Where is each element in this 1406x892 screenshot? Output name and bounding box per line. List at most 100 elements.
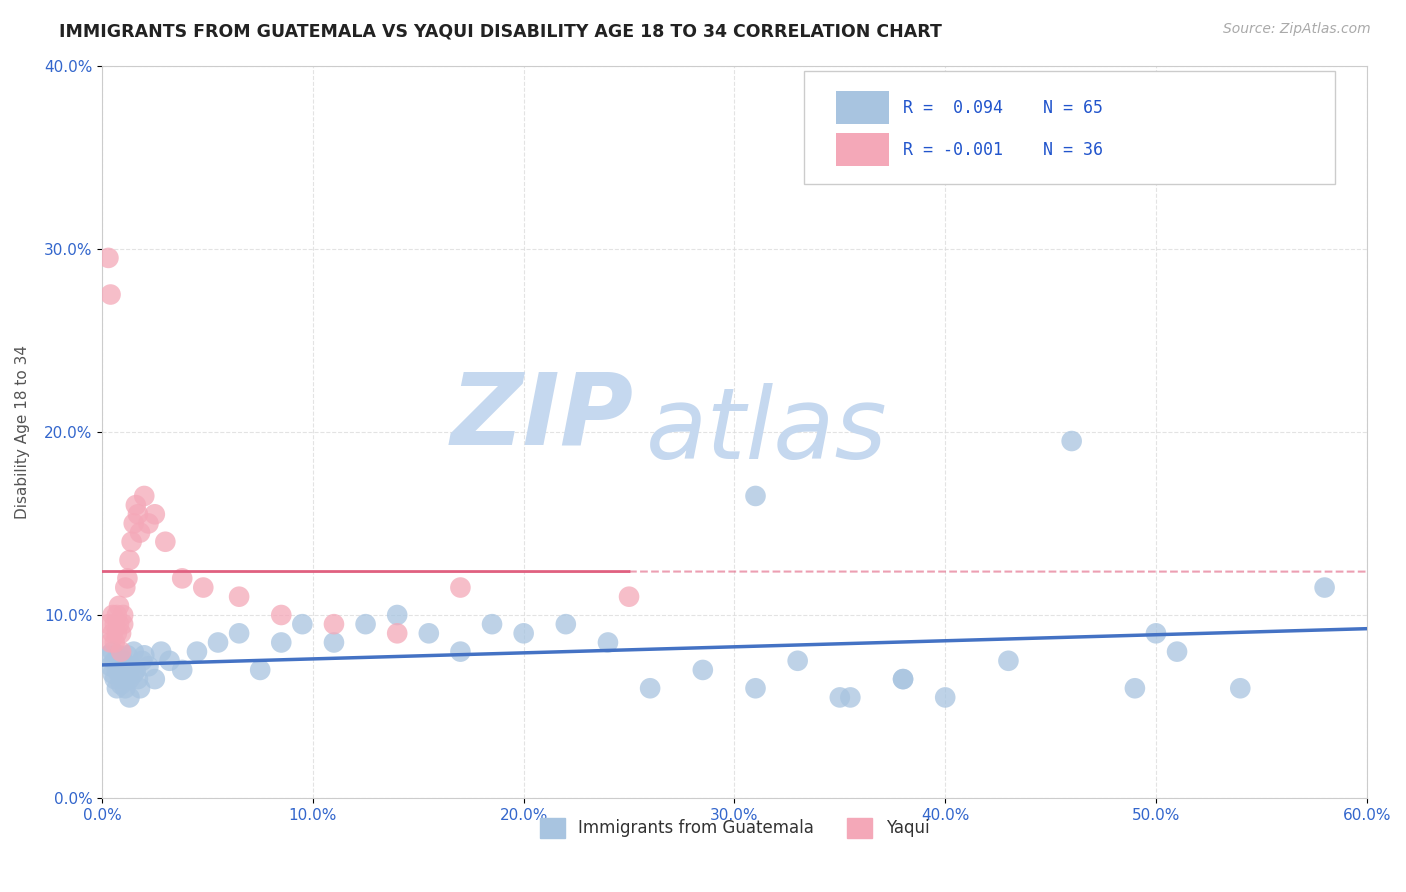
Bar bbox=[835, 91, 889, 124]
Point bbox=[104, 617, 127, 632]
Point bbox=[270, 635, 292, 649]
Point bbox=[112, 672, 135, 686]
Point bbox=[638, 681, 661, 696]
Point bbox=[112, 617, 135, 632]
Point bbox=[1060, 434, 1083, 448]
FancyBboxPatch shape bbox=[804, 70, 1336, 185]
Point bbox=[596, 635, 619, 649]
Point bbox=[159, 654, 181, 668]
Point bbox=[1166, 645, 1188, 659]
Point bbox=[1229, 681, 1251, 696]
Point bbox=[172, 663, 194, 677]
Point bbox=[127, 672, 149, 686]
Point bbox=[100, 635, 122, 649]
Point bbox=[110, 626, 132, 640]
Point bbox=[104, 654, 127, 668]
Point bbox=[228, 626, 250, 640]
Point bbox=[101, 666, 124, 681]
Point bbox=[108, 666, 131, 681]
Point bbox=[117, 666, 139, 681]
Point bbox=[105, 626, 128, 640]
Point bbox=[143, 508, 166, 522]
Point bbox=[617, 590, 640, 604]
Point bbox=[108, 599, 131, 613]
Point bbox=[104, 672, 127, 686]
Point bbox=[97, 617, 120, 632]
Point bbox=[1144, 626, 1167, 640]
Point bbox=[449, 581, 471, 595]
Point bbox=[125, 498, 148, 512]
Point bbox=[150, 645, 173, 659]
Point bbox=[105, 681, 128, 696]
Text: R = -0.001    N = 36: R = -0.001 N = 36 bbox=[903, 141, 1102, 159]
Point bbox=[118, 672, 141, 686]
Point bbox=[512, 626, 534, 640]
Point bbox=[112, 607, 135, 622]
Point bbox=[481, 617, 503, 632]
Point bbox=[934, 690, 956, 705]
Point bbox=[354, 617, 377, 632]
Text: ZIP: ZIP bbox=[450, 368, 633, 466]
Point bbox=[138, 659, 160, 673]
Y-axis label: Disability Age 18 to 34: Disability Age 18 to 34 bbox=[15, 345, 30, 519]
Point bbox=[117, 648, 139, 663]
Point bbox=[114, 681, 136, 696]
Point bbox=[155, 534, 177, 549]
Point bbox=[323, 617, 346, 632]
Point bbox=[186, 645, 208, 659]
Point bbox=[125, 663, 148, 677]
Point bbox=[418, 626, 440, 640]
Point bbox=[122, 666, 145, 681]
Point bbox=[744, 489, 766, 503]
Point bbox=[193, 581, 215, 595]
Point bbox=[112, 654, 135, 668]
Point bbox=[449, 645, 471, 659]
Point bbox=[291, 617, 314, 632]
Text: atlas: atlas bbox=[645, 384, 887, 481]
Point bbox=[1123, 681, 1146, 696]
Bar bbox=[835, 133, 889, 166]
Point bbox=[108, 648, 131, 663]
Text: R =  0.094    N = 65: R = 0.094 N = 65 bbox=[903, 99, 1102, 117]
Point bbox=[131, 654, 153, 668]
Point bbox=[228, 590, 250, 604]
Point bbox=[114, 663, 136, 677]
Point bbox=[105, 607, 128, 622]
Point bbox=[108, 617, 131, 632]
Point bbox=[100, 659, 122, 673]
Text: Source: ZipAtlas.com: Source: ZipAtlas.com bbox=[1223, 22, 1371, 37]
Point bbox=[118, 690, 141, 705]
Point bbox=[117, 571, 139, 585]
Point bbox=[692, 663, 714, 677]
Point bbox=[997, 654, 1019, 668]
Point bbox=[114, 581, 136, 595]
Point bbox=[270, 607, 292, 622]
Point bbox=[97, 648, 120, 663]
Point bbox=[786, 654, 808, 668]
Point bbox=[129, 681, 152, 696]
Point bbox=[138, 516, 160, 531]
Point bbox=[891, 672, 914, 686]
Point bbox=[121, 659, 143, 673]
Point bbox=[839, 690, 862, 705]
Point bbox=[110, 677, 132, 691]
Point bbox=[129, 525, 152, 540]
Point bbox=[134, 648, 156, 663]
Text: IMMIGRANTS FROM GUATEMALA VS YAQUI DISABILITY AGE 18 TO 34 CORRELATION CHART: IMMIGRANTS FROM GUATEMALA VS YAQUI DISAB… bbox=[59, 22, 942, 40]
Point bbox=[105, 663, 128, 677]
Point bbox=[143, 672, 166, 686]
Point bbox=[172, 571, 194, 585]
Point bbox=[134, 489, 156, 503]
Point bbox=[127, 508, 149, 522]
Point bbox=[744, 681, 766, 696]
Point bbox=[122, 645, 145, 659]
Point bbox=[891, 672, 914, 686]
Point bbox=[385, 626, 408, 640]
Point bbox=[121, 534, 143, 549]
Point bbox=[323, 635, 346, 649]
Point bbox=[110, 645, 132, 659]
Legend: Immigrants from Guatemala, Yaqui: Immigrants from Guatemala, Yaqui bbox=[533, 811, 936, 845]
Point bbox=[110, 659, 132, 673]
Point bbox=[207, 635, 229, 649]
Point bbox=[97, 251, 120, 265]
